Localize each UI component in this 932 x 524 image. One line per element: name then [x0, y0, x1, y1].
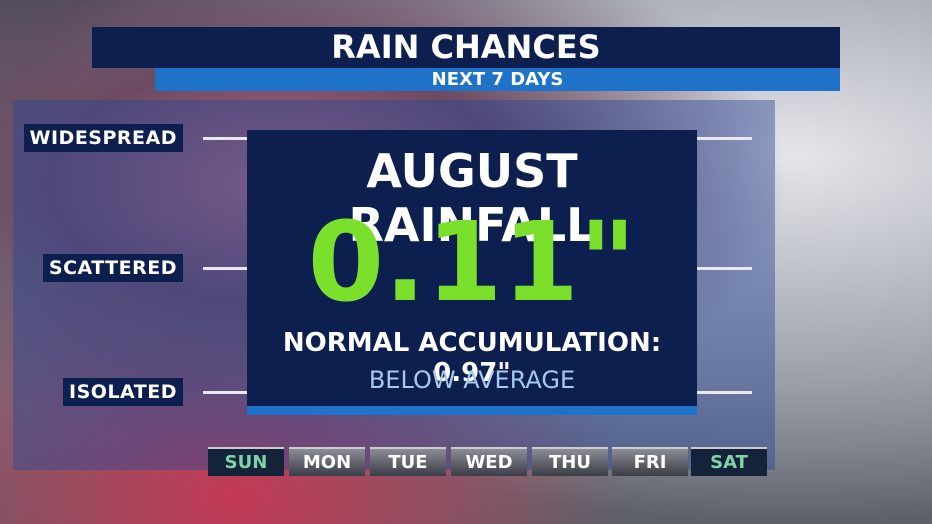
- day-label: TUE: [370, 447, 446, 476]
- normal-accumulation: NORMAL ACCUMULATION: 0.97": [282, 328, 662, 388]
- day-label: WED: [451, 447, 527, 476]
- rainfall-value: 0.11": [307, 198, 637, 326]
- title: RAIN CHANCES: [92, 27, 840, 68]
- day-label: SUN: [208, 447, 284, 476]
- day-label: MON: [289, 447, 365, 476]
- level-label: SCATTERED: [42, 254, 183, 282]
- rainfall-box: AUGUST RAINFALL 0.11" NORMAL ACCUMULATIO…: [247, 130, 697, 415]
- level-label: WIDESPREAD: [23, 124, 183, 152]
- rainfall-title: AUGUST RAINFALL: [348, 144, 596, 252]
- comparison-note: BELOW AVERAGE: [368, 366, 576, 394]
- day-label: FRI: [612, 447, 688, 476]
- subtitle: NEXT 7 DAYS: [155, 68, 840, 91]
- day-label: THU: [532, 447, 608, 476]
- day-label: SAT: [691, 447, 767, 476]
- level-label: ISOLATED: [63, 378, 183, 406]
